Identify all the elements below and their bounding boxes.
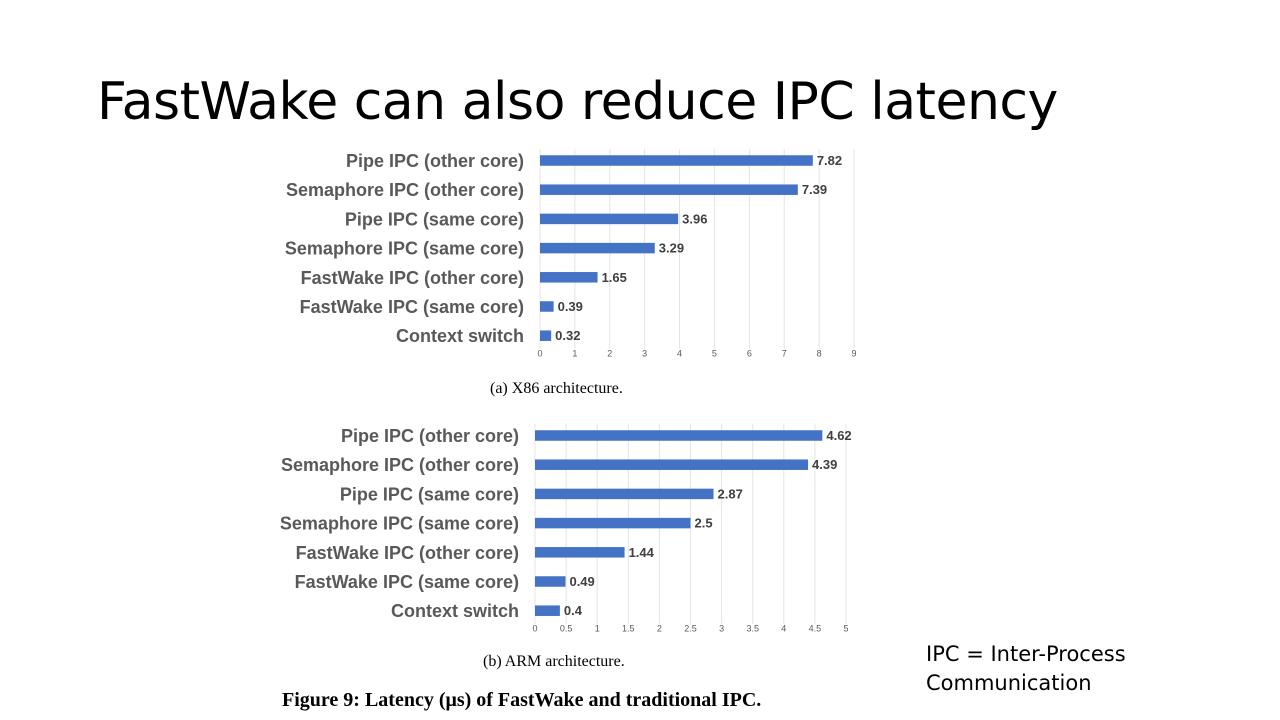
bar [540, 184, 798, 195]
category-label: Pipe IPC (other core) [346, 151, 524, 171]
tick-label: 2 [607, 349, 612, 359]
tick-label: 5 [843, 624, 848, 634]
bar [540, 213, 679, 225]
value-label: 2.87 [718, 486, 743, 501]
figure-caption: Figure 9: Latency (μs) of FastWake and t… [282, 689, 762, 711]
tick-label: 2 [657, 624, 662, 634]
category-label: FastWake IPC (other core) [296, 543, 519, 563]
tick-label: 9 [851, 349, 856, 359]
tick-label: 0.5 [560, 624, 573, 634]
category-label: Semaphore IPC (other core) [281, 455, 519, 475]
tick-label: 5 [712, 349, 717, 359]
category-label: Semaphore IPC (same core) [280, 514, 519, 534]
tick-label: 1 [595, 624, 600, 634]
tick-label: 8 [817, 349, 822, 359]
value-label: 4.62 [826, 428, 851, 443]
ipc-definition-note: IPC = Inter-Process Communication [926, 640, 1126, 698]
bar [540, 242, 655, 254]
tick-label: 3 [642, 349, 647, 359]
bar [535, 488, 714, 500]
tick-label: 4 [781, 624, 786, 634]
value-label: 4.39 [812, 457, 837, 472]
tick-label: 0 [532, 624, 537, 634]
tick-label: 1 [572, 349, 577, 359]
x86-chart-caption: (a) X86 architecture. [490, 380, 623, 397]
arm-chart-caption: (b) ARM architecture. [483, 653, 625, 670]
category-label: FastWake IPC (same core) [295, 572, 519, 592]
note-line-2: Communication [926, 671, 1092, 695]
tick-label: 4 [677, 349, 682, 359]
tick-label: 7 [782, 349, 787, 359]
value-label: 0.32 [555, 328, 580, 343]
x86-latency-chart: Pipe IPC (other core) 7.82 Semaphore IPC (… [285, 149, 857, 359]
value-label: 0.4 [564, 603, 583, 618]
tick-label: 3 [719, 624, 724, 634]
category-label: Pipe IPC (same core) [340, 484, 519, 504]
tick-label: 1.5 [622, 624, 635, 634]
value-label: 2.5 [695, 516, 713, 531]
bar [535, 517, 691, 529]
value-label: 0.39 [558, 299, 583, 314]
bar [535, 459, 809, 470]
bar [535, 547, 625, 558]
bar [535, 576, 566, 587]
bar [540, 301, 554, 312]
bar [540, 272, 598, 283]
value-label: 3.29 [659, 241, 684, 256]
value-label: 1.44 [629, 545, 655, 560]
tick-label: 6 [747, 349, 752, 359]
category-label: Context switch [396, 326, 524, 346]
category-label: Semaphore IPC (same core) [285, 239, 524, 259]
note-line-1: IPC = Inter-Process [926, 642, 1126, 666]
bar [535, 430, 823, 441]
value-label: 1.65 [602, 270, 627, 285]
slide-title: FastWake can also reduce IPC latency [97, 72, 1058, 132]
tick-label: 4.5 [809, 624, 822, 634]
tick-label: 3.5 [746, 624, 759, 634]
value-label: 3.96 [682, 211, 707, 226]
tick-label: 2.5 [684, 624, 697, 634]
value-label: 7.82 [817, 153, 842, 168]
value-label: 0.49 [569, 574, 594, 589]
category-label: Pipe IPC (same core) [345, 209, 524, 229]
tick-label: 0 [537, 349, 542, 359]
category-label: Context switch [391, 601, 519, 621]
category-label: FastWake IPC (other core) [301, 268, 524, 288]
arm-latency-chart: Pipe IPC (other core) 4.62 Semaphore IPC (… [280, 424, 852, 634]
bar [540, 330, 552, 341]
bar [540, 155, 813, 166]
value-label: 7.39 [802, 182, 827, 197]
category-label: FastWake IPC (same core) [300, 297, 524, 317]
category-label: Pipe IPC (other core) [341, 426, 519, 446]
category-label: Semaphore IPC (other core) [286, 180, 524, 200]
bar [535, 605, 560, 616]
